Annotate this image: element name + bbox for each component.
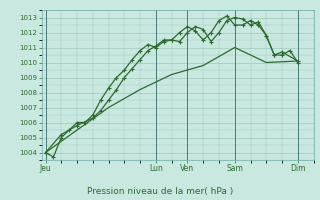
Text: Pression niveau de la mer( hPa ): Pression niveau de la mer( hPa )	[87, 187, 233, 196]
